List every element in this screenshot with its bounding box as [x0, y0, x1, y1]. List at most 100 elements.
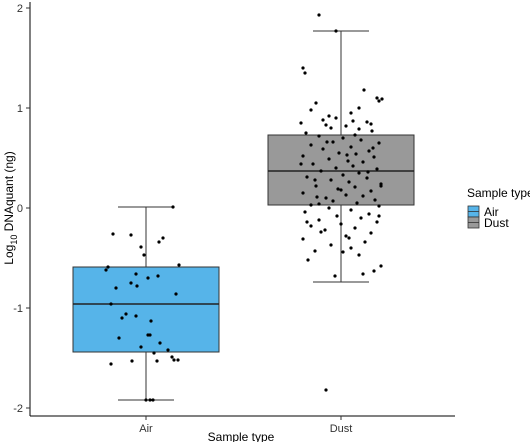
- data-point: [134, 314, 138, 318]
- data-point: [373, 198, 377, 202]
- data-point: [349, 111, 353, 115]
- box-dust: [267, 13, 415, 392]
- data-point: [336, 187, 340, 191]
- data-point: [351, 164, 355, 168]
- data-point: [148, 398, 152, 402]
- data-point: [156, 274, 160, 278]
- data-point: [315, 195, 319, 199]
- y-tick-label: 0: [17, 203, 23, 215]
- data-point: [367, 149, 371, 153]
- data-point: [377, 99, 381, 103]
- data-point: [327, 206, 331, 210]
- data-point: [333, 274, 337, 278]
- legend-label-air: Air: [484, 205, 499, 219]
- data-point: [166, 348, 170, 352]
- y-axis-title: Log10 DNAquant (ng): [2, 151, 19, 264]
- data-point: [319, 230, 323, 234]
- data-point: [344, 193, 348, 197]
- x-axis-title: Sample type: [208, 430, 275, 442]
- data-point: [319, 169, 323, 173]
- data-point: [301, 154, 305, 158]
- data-point: [349, 208, 353, 212]
- data-point: [157, 240, 161, 244]
- data-point: [177, 263, 181, 267]
- data-point: [155, 359, 159, 363]
- data-point: [365, 176, 369, 180]
- data-point: [357, 171, 361, 175]
- data-point: [109, 302, 113, 306]
- data-point: [161, 236, 165, 240]
- data-point: [314, 101, 318, 105]
- data-point: [341, 250, 345, 254]
- plot-area: 2 1 0 -1 -2 Air Dust: [13, 2, 455, 435]
- data-point: [372, 269, 376, 273]
- data-point: [324, 123, 328, 127]
- data-point: [341, 173, 345, 177]
- data-point: [309, 224, 313, 228]
- data-point: [363, 240, 367, 244]
- data-point: [341, 136, 345, 140]
- data-point: [377, 141, 381, 145]
- data-point: [371, 146, 375, 150]
- data-point: [309, 203, 313, 207]
- data-point: [172, 358, 176, 362]
- y-tick-label: 2: [17, 3, 23, 15]
- data-point: [104, 268, 108, 272]
- data-point: [111, 232, 115, 236]
- data-point: [375, 167, 379, 171]
- box-iqr: [267, 134, 415, 206]
- data-point: [325, 140, 329, 144]
- data-point: [117, 336, 121, 340]
- data-point: [344, 234, 348, 238]
- legend-key-dust: [467, 216, 480, 229]
- data-point: [303, 71, 307, 75]
- data-point: [327, 114, 331, 118]
- data-point: [304, 131, 308, 135]
- data-point: [305, 220, 309, 224]
- data-point: [347, 180, 351, 184]
- data-point: [334, 116, 338, 120]
- data-point: [359, 138, 363, 142]
- legend-key-air: [467, 205, 480, 218]
- data-point: [152, 351, 156, 355]
- data-point: [303, 210, 307, 214]
- data-point: [353, 185, 357, 189]
- data-point: [171, 205, 175, 209]
- legend: Sample type Air Dust: [467, 186, 530, 230]
- data-point: [361, 194, 365, 198]
- data-point: [135, 284, 139, 288]
- data-point: [357, 127, 361, 131]
- box-iqr: [72, 266, 220, 353]
- box-air: [72, 205, 220, 402]
- data-point: [321, 118, 325, 122]
- data-point: [361, 272, 365, 276]
- data-point: [349, 246, 353, 250]
- data-point: [134, 272, 138, 276]
- data-point: [299, 121, 303, 125]
- data-point: [306, 258, 310, 262]
- data-point: [139, 245, 143, 249]
- data-point: [351, 119, 355, 123]
- data-point: [120, 316, 124, 320]
- data-point: [334, 166, 338, 170]
- data-point: [366, 170, 370, 174]
- data-point: [148, 333, 152, 337]
- x-tick-label: Dust: [330, 423, 353, 435]
- data-point: [339, 188, 343, 192]
- data-point: [355, 201, 359, 205]
- data-point: [375, 96, 379, 100]
- data-point: [329, 126, 333, 130]
- data-point: [301, 191, 305, 195]
- data-point: [329, 243, 333, 247]
- data-point: [361, 160, 365, 164]
- data-point: [357, 106, 361, 110]
- data-point: [301, 237, 305, 241]
- data-point: [176, 358, 180, 362]
- data-point: [309, 143, 313, 147]
- legend-title: Sample type: [467, 186, 530, 200]
- data-point: [317, 218, 321, 222]
- data-point: [174, 292, 178, 296]
- data-point: [365, 120, 369, 124]
- data-point: [335, 214, 339, 218]
